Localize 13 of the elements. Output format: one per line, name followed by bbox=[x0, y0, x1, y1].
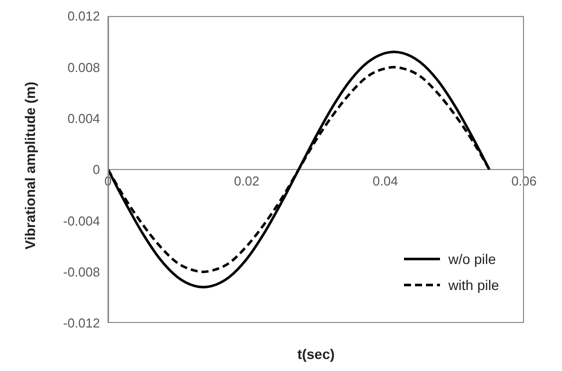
x-tick-label: 0.02 bbox=[234, 174, 260, 188]
y-tick-label: -0.008 bbox=[63, 264, 100, 280]
y-tick-label: 0.004 bbox=[67, 110, 100, 126]
y-axis-title: Vibrational amplitude (m) bbox=[22, 82, 38, 250]
y-tick-label: -0.012 bbox=[63, 316, 100, 331]
y-tick-label: 0.012 bbox=[67, 8, 100, 24]
legend-label: w/o pile bbox=[448, 251, 496, 267]
x-axis-title: t(sec) bbox=[297, 346, 335, 362]
y-tick-label: -0.004 bbox=[63, 213, 100, 228]
legend-label: with pile bbox=[448, 277, 499, 293]
y-tick-label: 0 bbox=[92, 162, 100, 178]
x-tick-label: 0.04 bbox=[372, 174, 398, 188]
y-tick-label: 0.008 bbox=[67, 60, 100, 75]
